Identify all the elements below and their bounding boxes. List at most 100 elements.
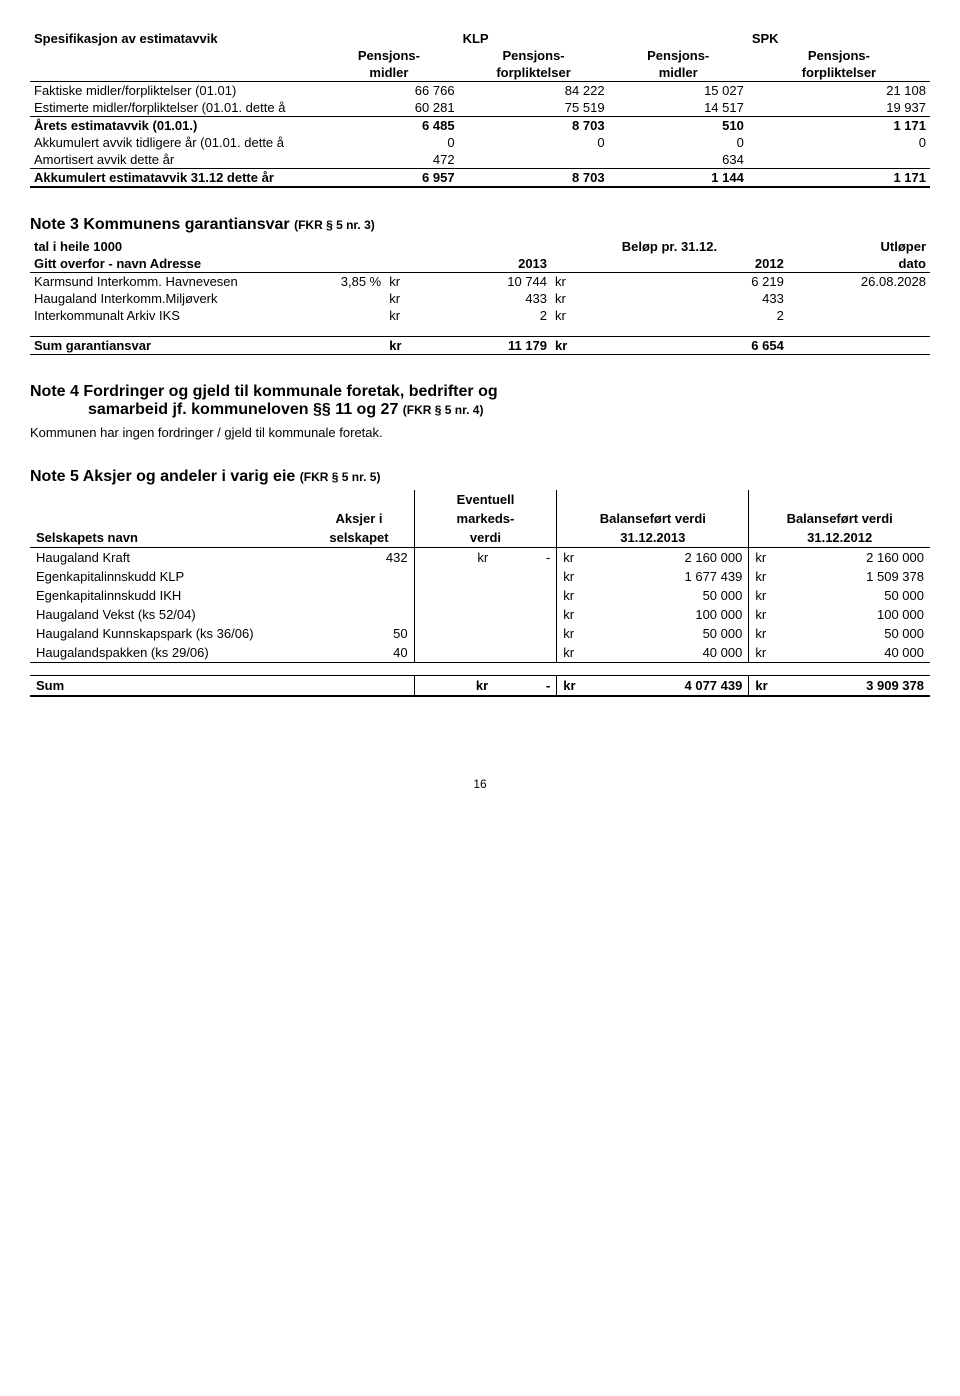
sum-garanti-v2: 6 654	[587, 337, 788, 355]
note4-title: Note 4 Fordringer og gjeld til kommunale…	[30, 383, 930, 401]
garanti-pct	[291, 290, 386, 307]
hdr-bv13-b: 31.12.2013	[557, 528, 749, 548]
spec-row-c: 634	[609, 151, 748, 169]
hdr-utloper: Utløper	[788, 238, 930, 255]
aksjer-v13: 100 000	[601, 605, 749, 624]
aksjer-shares	[304, 586, 414, 605]
hdr-gitt: Gitt overfor - navn Adresse	[30, 255, 291, 273]
hdr-dato: dato	[788, 255, 930, 273]
spec-group2: SPK	[748, 30, 930, 47]
aksjer-v12: 1 509 378	[793, 567, 930, 586]
spec-row-label: Amortisert avvik dette år	[30, 151, 319, 169]
aksjer-name: Haugaland Vekst (ks 52/04)	[30, 605, 304, 624]
aksjer-kr13: kr	[557, 548, 601, 568]
aksjer-name: Haugaland Kunnskapspark (ks 36/06)	[30, 624, 304, 643]
sum-garanti-kr2: kr	[551, 337, 587, 355]
hdr-aksjer-b: selskapet	[304, 528, 414, 548]
garanti-kr2: kr	[551, 290, 587, 307]
aksjer-kr13: kr	[557, 605, 601, 624]
spec-row-d: 19 937	[748, 99, 930, 117]
hdr-col4b: forpliktelser	[748, 64, 930, 82]
garanti-name: Interkommunalt Arkiv IKS	[30, 307, 291, 324]
spec-row-d: 1 171	[748, 169, 930, 188]
garanti-table: tal i heile 1000 Beløp pr. 31.12. Utløpe…	[30, 238, 930, 355]
garanti-kr2: kr	[551, 273, 587, 291]
garanti-kr1: kr	[385, 290, 421, 307]
note4-title-b-wrap: samarbeid jf. kommuneloven §§ 11 og 27 (…	[88, 401, 930, 419]
hdr-2013: 2013	[421, 255, 551, 273]
hdr-col4a: Pensjons-	[748, 47, 930, 64]
aksjer-v13: 50 000	[601, 586, 749, 605]
note5-sub: (FKR § 5 nr. 5)	[300, 470, 381, 484]
aksjer-mkt	[414, 586, 557, 605]
spec-row-d: 21 108	[748, 82, 930, 100]
spec-row-a: 6 485	[319, 117, 458, 135]
hdr-col3b: midler	[609, 64, 748, 82]
hdr-col2a: Pensjons-	[459, 47, 609, 64]
aksjer-kr13: kr	[557, 624, 601, 643]
aksjer-v13: 40 000	[601, 643, 749, 663]
aksjer-sum-kr13: kr	[557, 676, 601, 697]
garanti-name: Haugaland Interkomm.Miljøverk	[30, 290, 291, 307]
garanti-pct	[291, 307, 386, 324]
aksjer-sum-label: Sum	[30, 676, 304, 697]
aksjer-name: Haugalandspakken (ks 29/06)	[30, 643, 304, 663]
garanti-v1: 2	[421, 307, 551, 324]
spec-row-a: 60 281	[319, 99, 458, 117]
aksjer-kr12: kr	[749, 624, 793, 643]
garanti-dato	[788, 307, 930, 324]
spec-row-label: Akkumulert avvik tidligere år (01.01. de…	[30, 134, 319, 151]
spec-row-a: 66 766	[319, 82, 458, 100]
aksjer-name: Egenkapitalinnskudd KLP	[30, 567, 304, 586]
spec-row-d	[748, 151, 930, 169]
hdr-mkt-a: Eventuell	[414, 490, 557, 509]
aksjer-mkt	[414, 605, 557, 624]
spec-row-c: 15 027	[609, 82, 748, 100]
garanti-v2: 433	[587, 290, 788, 307]
hdr-bv12-a: Balanseført verdi	[749, 509, 930, 528]
garanti-v1: 10 744	[421, 273, 551, 291]
note4-title-a: Note 4 Fordringer og gjeld til kommunale…	[30, 383, 498, 400]
garanti-v2: 2	[587, 307, 788, 324]
aksjer-shares	[304, 567, 414, 586]
hdr-belop: Beløp pr. 31.12.	[551, 238, 788, 255]
aksjer-shares	[304, 605, 414, 624]
hdr-col1b: midler	[319, 64, 458, 82]
garanti-dato: 26.08.2028	[788, 273, 930, 291]
aksjer-sum-v13: 4 077 439	[601, 676, 749, 697]
spec-row-b: 84 222	[459, 82, 609, 100]
hdr-tal: tal i heile 1000	[30, 238, 291, 255]
spec-row-b: 8 703	[459, 117, 609, 135]
spec-row-c: 510	[609, 117, 748, 135]
aksjer-mkt	[414, 643, 557, 663]
aksjer-kr12: kr	[749, 643, 793, 663]
aksjer-v12: 50 000	[793, 624, 930, 643]
spec-row-label: Akkumulert estimatavvik 31.12 dette år	[30, 169, 319, 188]
aksjer-kr12: kr	[749, 586, 793, 605]
note5-title: Note 5 Aksjer og andeler i varig eie (FK…	[30, 468, 930, 486]
spesifikasjon-table: Spesifikasjon av estimatavvik KLP SPK Pe…	[30, 30, 930, 188]
hdr-col3a: Pensjons-	[609, 47, 748, 64]
sum-garanti-v1: 11 179	[421, 337, 551, 355]
aksjer-shares: 432	[304, 548, 414, 568]
spec-row-d: 0	[748, 134, 930, 151]
hdr-col2b: forpliktelser	[459, 64, 609, 82]
hdr-2012: 2012	[587, 255, 788, 273]
spec-row-a: 0	[319, 134, 458, 151]
aksjer-shares: 40	[304, 643, 414, 663]
garanti-name: Karmsund Interkomm. Havnevesen	[30, 273, 291, 291]
spec-row-b: 0	[459, 134, 609, 151]
hdr-bv13-a: Balanseført verdi	[557, 509, 749, 528]
aksjer-v12: 100 000	[793, 605, 930, 624]
garanti-kr1: kr	[385, 273, 421, 291]
aksjer-sum-v12: 3 909 378	[793, 676, 930, 697]
aksjer-kr13: kr	[557, 586, 601, 605]
aksjer-table: Eventuell Aksjer i markeds- Balanseført …	[30, 490, 930, 697]
note5-title-text: Note 5 Aksjer og andeler i varig eie	[30, 468, 295, 485]
aksjer-mkt: kr -	[414, 548, 557, 568]
spec-row-c: 0	[609, 134, 748, 151]
aksjer-kr12: kr	[749, 548, 793, 568]
aksjer-v13: 1 677 439	[601, 567, 749, 586]
aksjer-v12: 50 000	[793, 586, 930, 605]
hdr-selskap: Selskapets navn	[30, 528, 304, 548]
